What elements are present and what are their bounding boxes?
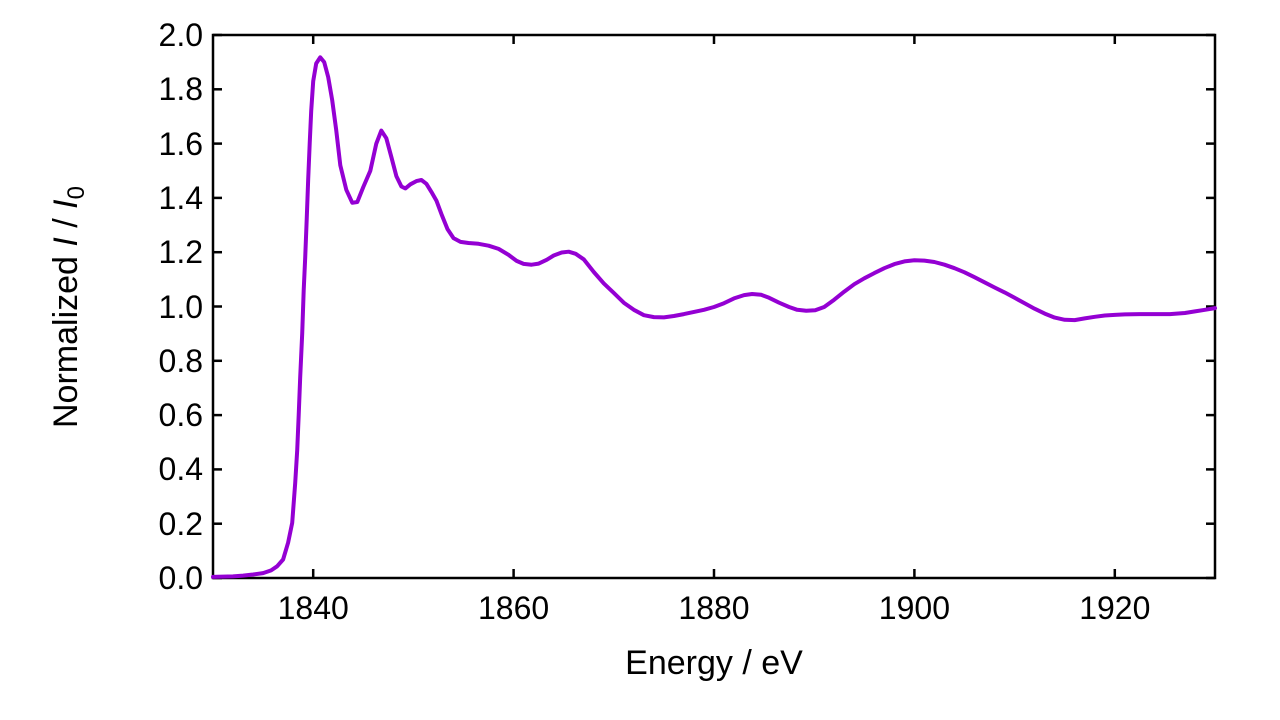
y-axis-title-prefix: Normalized bbox=[47, 246, 85, 428]
x-axis-title: Energy / eV bbox=[625, 644, 803, 682]
y-axis-title-intensity-symbol: I bbox=[47, 237, 85, 247]
y-tick-label-1.2: 1.2 bbox=[158, 234, 203, 271]
x-tick-label-1900: 1900 bbox=[878, 590, 950, 626]
y-axis-title: Normalized I / I0 bbox=[47, 186, 90, 428]
y-tick-label-0.0: 0.0 bbox=[158, 560, 203, 596]
y-tick-label-0.8: 0.8 bbox=[158, 342, 203, 379]
x-tick-label-1840: 1840 bbox=[277, 590, 349, 626]
y-axis-title-subscript: 0 bbox=[63, 186, 90, 200]
y-tick-label-0.4: 0.4 bbox=[158, 451, 203, 488]
spectrum-curve bbox=[211, 55, 1217, 579]
y-axis-title-separator: / bbox=[47, 208, 85, 238]
x-tick-label-1880: 1880 bbox=[678, 590, 750, 626]
y-tick-label-0.2: 0.2 bbox=[158, 505, 203, 542]
y-axis-title-incident-symbol: I bbox=[47, 199, 85, 209]
y-tick-label-1.8: 1.8 bbox=[158, 71, 203, 108]
y-tick-label-0.6: 0.6 bbox=[158, 397, 203, 434]
x-tick-label-1860: 1860 bbox=[478, 590, 550, 626]
y-tick-label-1.6: 1.6 bbox=[158, 125, 203, 162]
y-tick-label-1.4: 1.4 bbox=[158, 179, 203, 216]
y-tick-label-2.0: 2.0 bbox=[158, 17, 203, 53]
y-tick-label-1.0: 1.0 bbox=[158, 288, 203, 325]
x-tick-label-1920: 1920 bbox=[1079, 590, 1151, 626]
